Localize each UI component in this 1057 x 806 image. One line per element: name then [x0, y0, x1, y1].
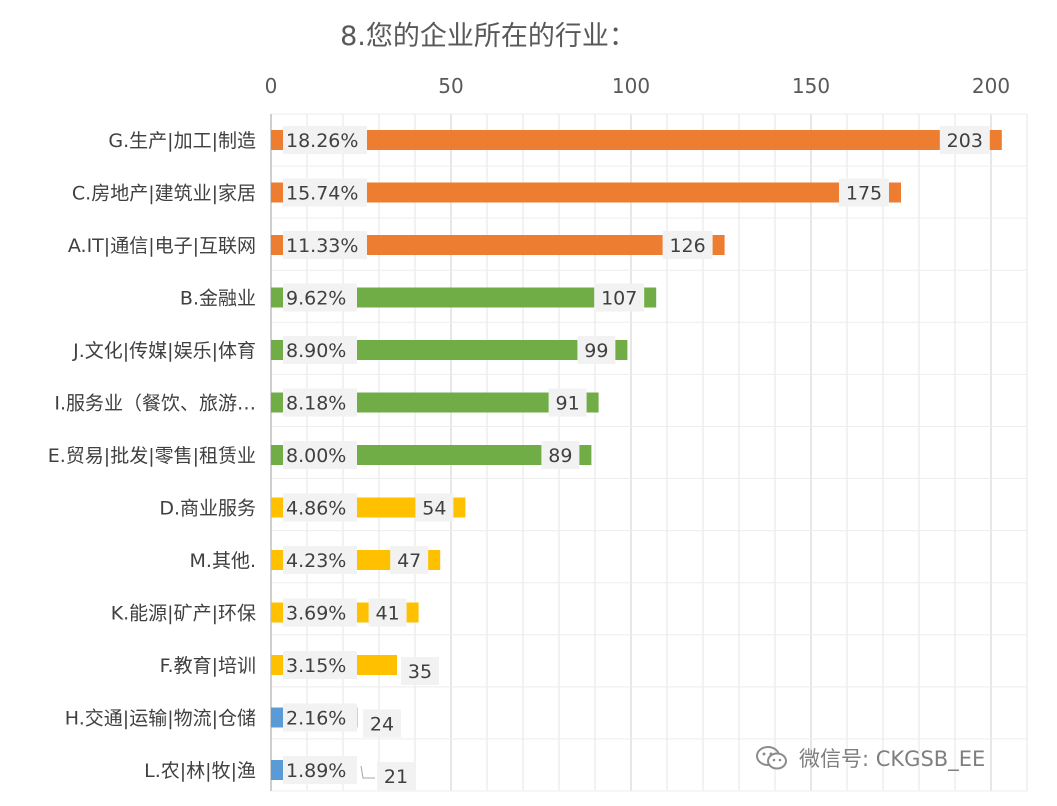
category-label: J.文化|传媒|娱乐|体育 — [72, 340, 256, 362]
category-label: I.服务业（餐饮、旅游… — [54, 393, 256, 415]
percent-label-box — [283, 493, 357, 522]
bar — [271, 235, 725, 255]
value-label-box — [541, 441, 580, 469]
percent-label: 15.74% — [286, 183, 358, 205]
watermark-text: 微信号: CKGSB_EE — [799, 747, 986, 771]
percent-label: 9.62% — [286, 288, 346, 310]
value-label: 126 — [669, 235, 705, 257]
percent-label-box — [283, 441, 357, 469]
watermark: 微信号: CKGSB_EE — [755, 738, 985, 778]
percent-label: 8.18% — [286, 393, 346, 415]
grid-lines — [271, 113, 1028, 792]
percent-label-box — [283, 756, 357, 784]
percent-label-box — [283, 651, 357, 679]
x-tick-label: 100 — [612, 74, 650, 98]
category-label: L.农|林|牧|渔 — [144, 760, 256, 782]
bar — [271, 340, 628, 360]
category-label: D.商业服务 — [159, 498, 256, 520]
category-label: K.能源|矿产|环保 — [111, 603, 256, 625]
value-label-box — [939, 126, 990, 154]
bar — [271, 130, 1002, 150]
value-label-box — [577, 336, 616, 364]
value-label: 54 — [422, 498, 446, 520]
category-labels: G.生产|加工|制造 C.房地产|建筑业|家居 A.IT|通信|电子|互联网 B.金融… — [48, 130, 256, 782]
percent-label-box — [283, 126, 367, 154]
value-label: 99 — [584, 340, 608, 362]
value-label: 35 — [408, 661, 432, 683]
category-label: M.其他. — [190, 550, 256, 572]
value-label: 89 — [548, 445, 572, 467]
category-label: G.生产|加工|制造 — [108, 130, 256, 152]
value-label-box — [377, 762, 415, 790]
value-label-box — [363, 709, 401, 738]
value-label-box — [662, 231, 713, 259]
value-label: 175 — [846, 183, 882, 205]
chart-title: 8.您的企业所在的行业： — [340, 21, 636, 52]
value-label-box — [415, 493, 454, 522]
percent-label: 8.00% — [286, 445, 346, 467]
bar — [271, 182, 901, 203]
percent-label-box — [283, 178, 367, 207]
category-label: B.金融业 — [180, 288, 256, 310]
percent-label: 1.89% — [286, 760, 346, 782]
value-label-box — [368, 598, 407, 627]
x-tick-label: 50 — [438, 74, 463, 98]
percent-label-box — [283, 231, 367, 259]
x-tick-label: 200 — [972, 74, 1010, 98]
value-label-box — [548, 388, 587, 417]
x-axis-ticks: 0 50 100 150 200 — [265, 74, 1010, 98]
value-label-box — [594, 283, 645, 312]
value-label: 203 — [947, 130, 983, 152]
bar — [271, 287, 657, 308]
category-label: A.IT|通信|电子|互联网 — [68, 235, 256, 257]
value-label: 91 — [556, 393, 580, 415]
value-label-box — [401, 657, 439, 685]
percent-label-box — [283, 283, 357, 312]
percent-label: 18.26% — [286, 130, 358, 152]
value-label: 107 — [601, 288, 637, 310]
category-label: C.房地产|建筑业|家居 — [72, 183, 256, 205]
data-labels: 18.26% 203 15.74% 175 11.33% 126 9.62% 107 8.90%… — [283, 126, 990, 790]
value-label: 41 — [376, 603, 400, 625]
category-label: F.教育|培训 — [160, 655, 256, 677]
percent-label-box — [283, 703, 357, 732]
percent-label: 4.86% — [286, 498, 346, 520]
percent-label-box — [283, 546, 357, 574]
x-tick-label: 0 — [265, 74, 278, 98]
x-tick-label: 150 — [792, 74, 830, 98]
percent-label: 4.23% — [286, 550, 346, 572]
value-label-box — [390, 546, 429, 574]
value-label: 47 — [397, 550, 421, 572]
value-label: 21 — [384, 766, 408, 788]
percent-label: 3.69% — [286, 603, 346, 625]
category-label: E.贸易|批发|零售|租赁业 — [48, 445, 256, 467]
percent-label-box — [283, 598, 357, 627]
value-label: 24 — [370, 714, 394, 736]
percent-label: 3.15% — [286, 655, 346, 677]
wechat-icon — [755, 744, 789, 772]
percent-label-box — [283, 336, 357, 364]
percent-label: 11.33% — [286, 235, 358, 257]
value-label-box — [839, 178, 889, 207]
percent-label: 2.16% — [286, 708, 346, 730]
percent-label: 8.90% — [286, 340, 346, 362]
category-label: H.交通|运输|物流|仓储 — [65, 708, 256, 730]
percent-label-box — [283, 388, 357, 417]
leader-line — [360, 765, 375, 779]
